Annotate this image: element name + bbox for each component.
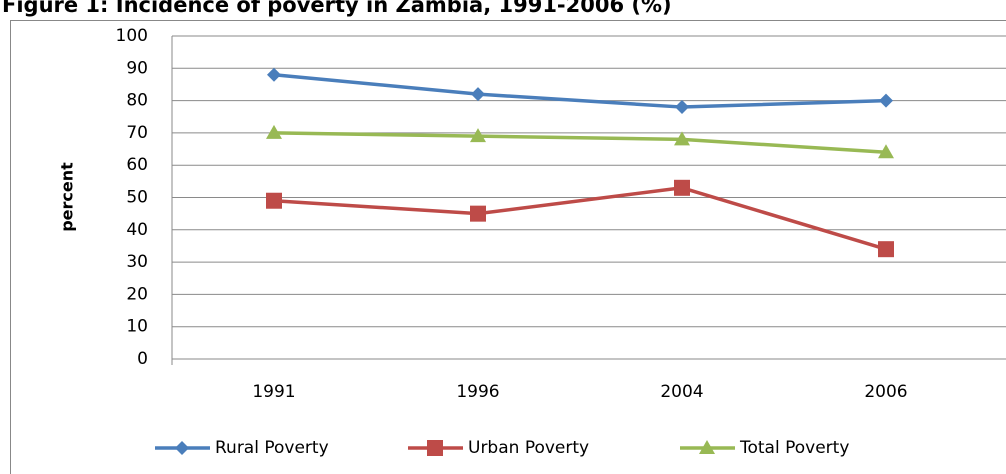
y-tick-label: 40 [126,220,148,240]
y-tick-label: 100 [116,26,148,46]
legend-label: Urban Poverty [468,438,589,458]
marker [470,205,486,222]
y-tick-label: 10 [126,317,148,337]
marker [674,179,690,196]
series-line [273,73,887,109]
marker [470,128,486,143]
x-tick-label: 2006 [864,382,907,402]
legend-label: Total Poverty [739,438,849,458]
x-tick-label: 1996 [456,382,499,402]
series-line [273,186,887,251]
chart-border [10,20,1006,474]
marker [471,87,485,102]
marker [427,440,443,456]
x-tick-label: 2004 [660,382,703,402]
marker [266,124,282,139]
y-tick-label: 20 [126,284,148,304]
marker [878,241,894,258]
y-tick-label: 70 [126,123,148,143]
y-tick-label: 80 [126,91,148,111]
legend-label: Rural Poverty [215,438,329,458]
marker [675,100,689,115]
y-tick-label: 30 [126,252,148,272]
chart-title: Figure 1: Incidence of poverty in Zambia… [2,0,672,17]
marker [879,93,893,108]
marker [267,67,281,82]
marker [699,440,715,454]
marker [878,144,894,159]
marker [175,441,189,455]
series-line [273,131,887,155]
y-tick-label: 90 [126,58,148,78]
marker [266,192,282,209]
marker [674,131,690,146]
y-tick-label: 50 [126,188,148,208]
x-tick-label: 1991 [252,382,295,402]
y-tick-label: 60 [126,155,148,175]
y-tick-label: 0 [137,349,148,369]
y-axis-label: percent [58,162,77,232]
